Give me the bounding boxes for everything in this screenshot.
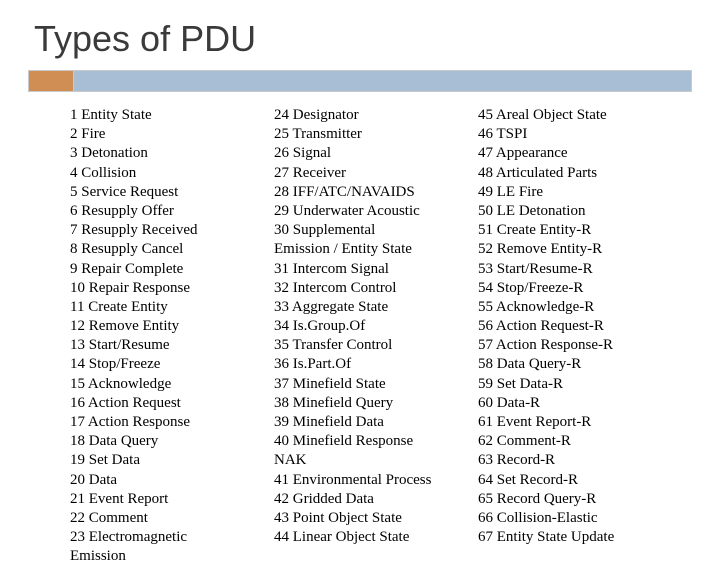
list-item: 49 LE Fire — [478, 183, 682, 202]
list-item: 18 Data Query — [70, 432, 274, 451]
list-item: 17 Action Response — [70, 413, 274, 432]
list-item: 31 Intercom Signal — [274, 260, 478, 279]
list-item: 12 Remove Entity — [70, 317, 274, 336]
list-item: 65 Record Query-R — [478, 490, 682, 509]
slide-title: Types of PDU — [34, 18, 692, 60]
list-item: 24 Designator — [274, 106, 478, 125]
list-item: 30 Supplemental — [274, 221, 478, 240]
list-item: 7 Resupply Received — [70, 221, 274, 240]
list-item: 14 Stop/Freeze — [70, 355, 274, 374]
list-item: 38 Minefield Query — [274, 394, 478, 413]
list-item: 4 Collision — [70, 164, 274, 183]
list-item: 48 Articulated Parts — [478, 164, 682, 183]
list-item: 2 Fire — [70, 125, 274, 144]
list-item: 47 Appearance — [478, 144, 682, 163]
list-item: 13 Start/Resume — [70, 336, 274, 355]
list-item: 59 Set Data-R — [478, 375, 682, 394]
list-item: 62 Comment-R — [478, 432, 682, 451]
list-item: 61 Event Report-R — [478, 413, 682, 432]
list-item: 53 Start/Resume-R — [478, 260, 682, 279]
column-1: 1 Entity State2 Fire3 Detonation4 Collis… — [70, 106, 274, 567]
list-item: 19 Set Data — [70, 451, 274, 470]
list-item: 37 Minefield State — [274, 375, 478, 394]
list-item: 56 Action Request-R — [478, 317, 682, 336]
list-item: 36 Is.Part.Of — [274, 355, 478, 374]
list-item: 51 Create Entity-R — [478, 221, 682, 240]
list-item: 33 Aggregate State — [274, 298, 478, 317]
list-item: 55 Acknowledge-R — [478, 298, 682, 317]
slide: Types of PDU 1 Entity State2 Fire3 Deton… — [0, 0, 720, 540]
list-item: 21 Event Report — [70, 490, 274, 509]
list-item: 57 Action Response-R — [478, 336, 682, 355]
list-item: 64 Set Record-R — [478, 471, 682, 490]
list-item: 11 Create Entity — [70, 298, 274, 317]
list-item: 5 Service Request — [70, 183, 274, 202]
list-item: 28 IFF/ATC/NAVAIDS — [274, 183, 478, 202]
pdu-columns: 1 Entity State2 Fire3 Detonation4 Collis… — [28, 106, 692, 567]
list-item: 20 Data — [70, 471, 274, 490]
list-item: 63 Record-R — [478, 451, 682, 470]
list-item: 50 LE Detonation — [478, 202, 682, 221]
list-item: Emission — [70, 547, 274, 566]
list-item: 39 Minefield Data — [274, 413, 478, 432]
list-item: 46 TSPI — [478, 125, 682, 144]
column-2: 24 Designator25 Transmitter26 Signal27 R… — [274, 106, 478, 567]
list-item: 67 Entity State Update — [478, 528, 682, 547]
list-item: 3 Detonation — [70, 144, 274, 163]
accent-blue-block — [74, 70, 692, 92]
list-item: 58 Data Query-R — [478, 355, 682, 374]
list-item: 9 Repair Complete — [70, 260, 274, 279]
list-item: Emission / Entity State — [274, 240, 478, 259]
accent-orange-block — [28, 70, 74, 92]
list-item: 1 Entity State — [70, 106, 274, 125]
list-item: 52 Remove Entity-R — [478, 240, 682, 259]
list-item: 41 Environmental Process — [274, 471, 478, 490]
list-item: 10 Repair Response — [70, 279, 274, 298]
list-item: 26 Signal — [274, 144, 478, 163]
list-item: 22 Comment — [70, 509, 274, 528]
list-item: 32 Intercom Control — [274, 279, 478, 298]
list-item: 54 Stop/Freeze-R — [478, 279, 682, 298]
column-3: 45 Areal Object State46 TSPI47 Appearanc… — [478, 106, 682, 567]
list-item: 40 Minefield Response — [274, 432, 478, 451]
list-item: 29 Underwater Acoustic — [274, 202, 478, 221]
list-item: 27 Receiver — [274, 164, 478, 183]
list-item: 16 Action Request — [70, 394, 274, 413]
list-item: 23 Electromagnetic — [70, 528, 274, 547]
accent-bar — [28, 70, 692, 92]
list-item: 60 Data-R — [478, 394, 682, 413]
list-item: 35 Transfer Control — [274, 336, 478, 355]
list-item: 42 Gridded Data — [274, 490, 478, 509]
list-item: 44 Linear Object State — [274, 528, 478, 547]
list-item: 6 Resupply Offer — [70, 202, 274, 221]
list-item: 15 Acknowledge — [70, 375, 274, 394]
list-item: 8 Resupply Cancel — [70, 240, 274, 259]
list-item: 34 Is.Group.Of — [274, 317, 478, 336]
list-item: 45 Areal Object State — [478, 106, 682, 125]
list-item: NAK — [274, 451, 478, 470]
list-item: 43 Point Object State — [274, 509, 478, 528]
list-item: 66 Collision-Elastic — [478, 509, 682, 528]
list-item: 25 Transmitter — [274, 125, 478, 144]
